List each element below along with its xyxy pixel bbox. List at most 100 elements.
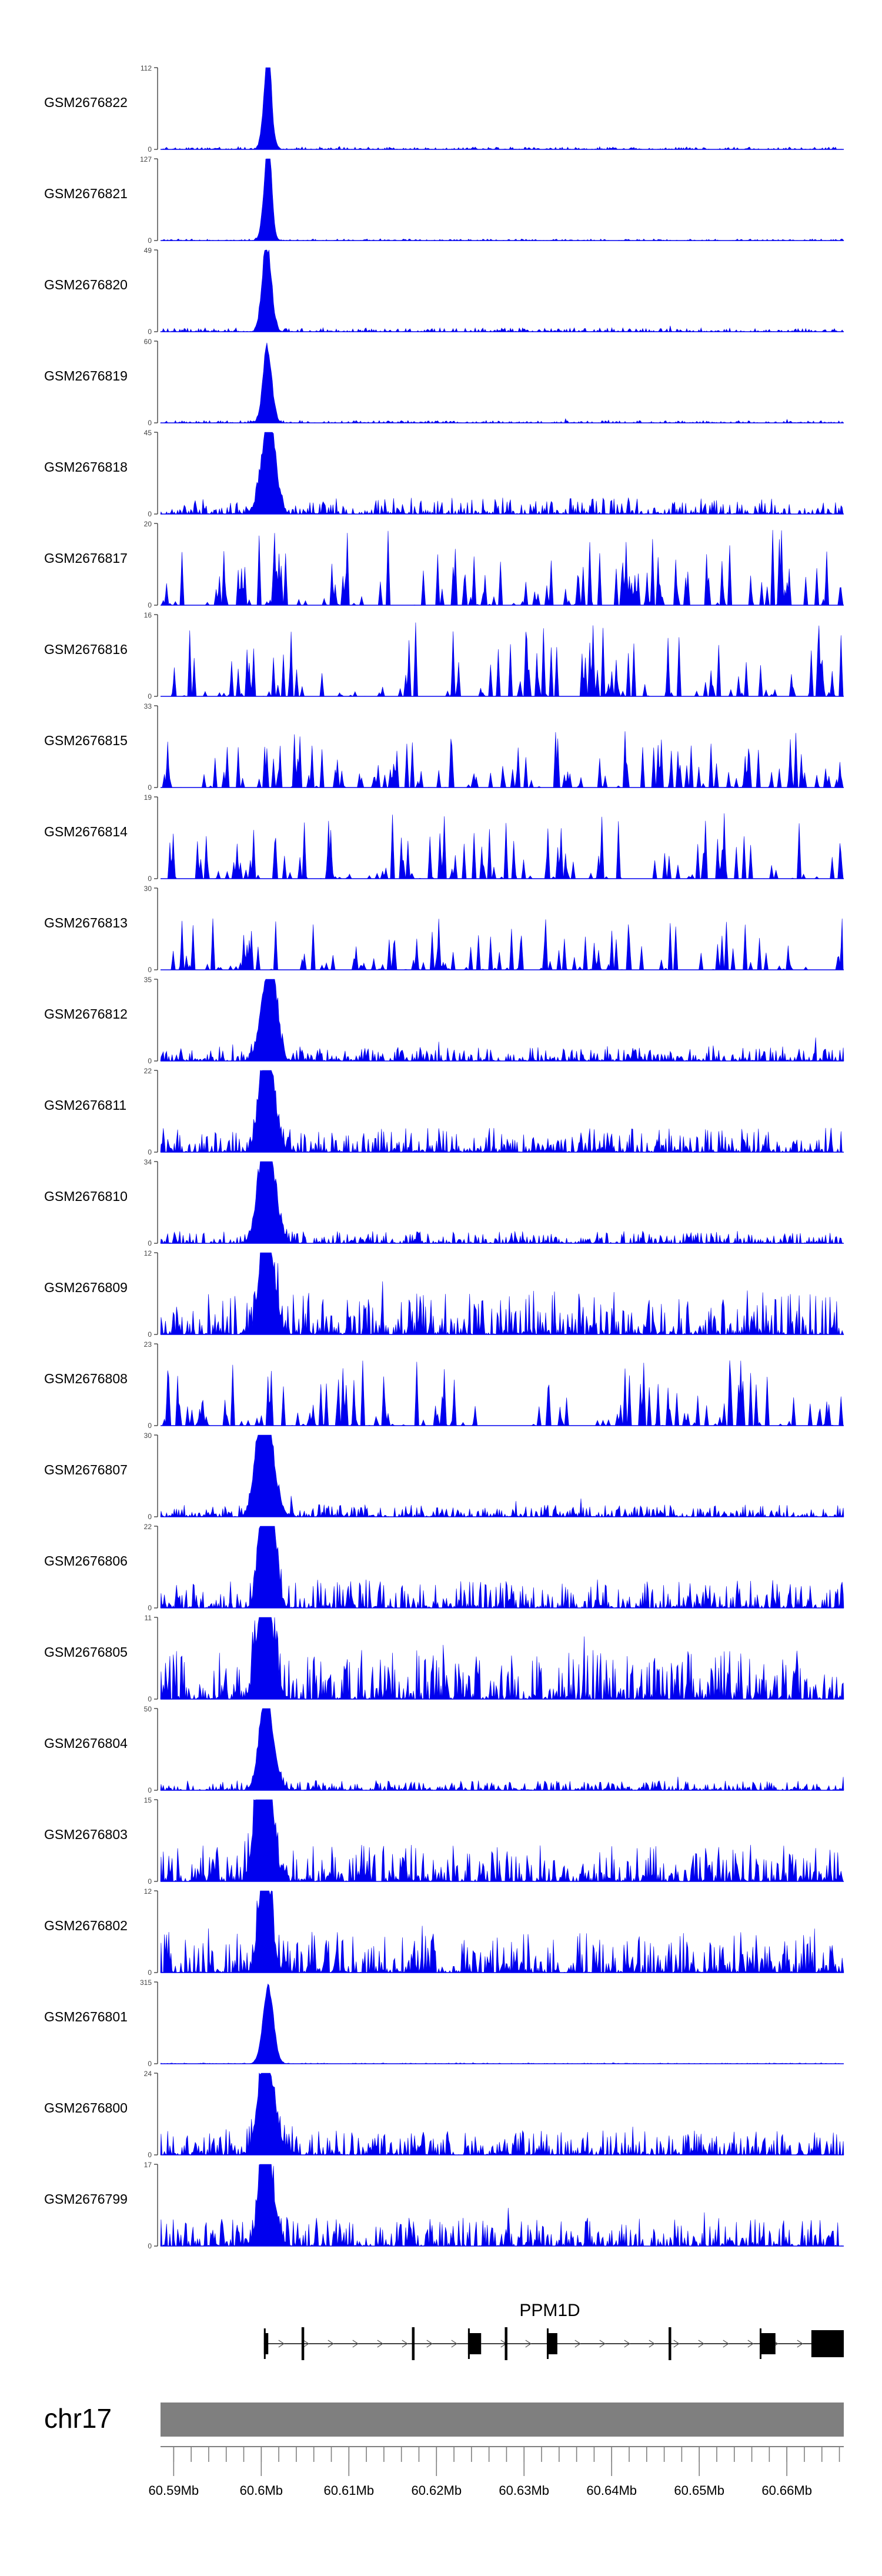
y-axis-max-label: 12 <box>144 1249 152 1257</box>
y-axis-max-label: 17 <box>144 2161 152 2169</box>
y-axis-max-label: 50 <box>144 1705 152 1713</box>
signal-area <box>160 1617 844 1700</box>
signal-area <box>160 2164 844 2247</box>
strand-arrow-icon <box>649 2340 655 2348</box>
track-label: GSM2676817 <box>44 550 128 566</box>
exon-block <box>759 2333 776 2354</box>
track-label: GSM2676807 <box>44 1462 128 1477</box>
ideogram-bar <box>161 2403 844 2437</box>
y-axis-max-label: 60 <box>144 338 152 346</box>
track-GSM2676802: GSM2676802 12 0 <box>44 1887 844 1977</box>
track-GSM2676805: GSM2676805 11 0 <box>44 1614 844 1703</box>
y-axis-min-label: 0 <box>148 1968 152 1977</box>
track-GSM2676799: GSM2676799 17 0 <box>44 2161 844 2250</box>
ruler-tick-label: 60.6Mb <box>240 2483 283 2498</box>
y-axis-max-label: 19 <box>144 793 152 802</box>
strand-arrow-icon <box>278 2340 285 2348</box>
y-axis-min-label: 0 <box>148 1330 152 1339</box>
chromosome-label: chr17 <box>44 2403 112 2434</box>
track-label: GSM2676812 <box>44 1006 128 1022</box>
y-axis-max-label: 33 <box>144 702 152 710</box>
track-GSM2676807: GSM2676807 30 0 <box>44 1432 844 1521</box>
y-axis-max-label: 15 <box>144 1796 152 1804</box>
strand-arrow-icon <box>673 2340 680 2348</box>
signal-area <box>160 1708 844 1791</box>
strand-arrow-icon <box>747 2340 754 2348</box>
gene-model: PPM1D <box>263 2301 844 2360</box>
track-GSM2676808: GSM2676808 23 0 <box>44 1340 844 1430</box>
y-axis-min-label: 0 <box>148 692 152 700</box>
y-axis-max-label: 16 <box>144 611 152 619</box>
signal-area <box>161 918 844 970</box>
signal-area <box>159 342 844 423</box>
track-label: GSM2676803 <box>44 1827 128 1842</box>
y-axis-max-label: 22 <box>144 1067 152 1075</box>
signal-area <box>160 979 844 1062</box>
y-axis-min-label: 0 <box>148 1513 152 1521</box>
exon-block <box>811 2330 844 2357</box>
signal-area <box>160 1434 844 1518</box>
track-GSM2676821: GSM2676821 127 0 <box>44 155 844 245</box>
exon-block <box>669 2327 671 2360</box>
y-axis-max-label: 49 <box>144 246 152 255</box>
y-axis-min-label: 0 <box>148 1148 152 1156</box>
coverage-tracks: GSM26768221120GSM26768211270GSM267682049… <box>44 64 844 2250</box>
y-axis-max-label: 24 <box>144 2070 152 2078</box>
y-axis-min-label: 0 <box>148 1239 152 1247</box>
y-axis-min-label: 0 <box>148 419 152 427</box>
y-axis-min-label: 0 <box>148 966 152 974</box>
track-GSM2676822: GSM2676822 112 0 <box>44 64 844 154</box>
track-label: GSM2676809 <box>44 1280 128 1295</box>
signal-area <box>160 249 844 332</box>
strand-arrow-icon <box>352 2340 359 2348</box>
strand-arrow-icon <box>377 2340 383 2348</box>
y-axis-max-label: 20 <box>144 520 152 528</box>
strand-arrow-icon <box>574 2340 581 2348</box>
y-axis-min-label: 0 <box>148 1604 152 1612</box>
ruler-tick-label: 60.63Mb <box>499 2483 549 2498</box>
track-label: GSM2676800 <box>44 2100 128 2115</box>
y-axis-min-label: 0 <box>148 2060 152 2068</box>
y-axis-min-label: 0 <box>148 510 152 518</box>
y-axis-min-label: 0 <box>148 875 152 883</box>
track-label: GSM2676799 <box>44 2191 128 2207</box>
strand-arrow-icon <box>723 2340 729 2348</box>
track-label: GSM2676820 <box>44 277 128 292</box>
track-label: GSM2676822 <box>44 95 128 110</box>
exon-block <box>505 2327 507 2360</box>
y-axis-min-label: 0 <box>148 1422 152 1430</box>
track-GSM2676804: GSM2676804 50 0 <box>44 1705 844 1794</box>
track-label: GSM2676813 <box>44 915 128 930</box>
signal-area <box>160 432 844 515</box>
exon-block <box>263 2333 269 2354</box>
y-axis-max-label: 45 <box>144 429 152 437</box>
track-label: GSM2676811 <box>44 1097 126 1113</box>
strand-arrow-icon <box>624 2340 630 2348</box>
y-axis-min-label: 0 <box>148 145 152 154</box>
track-GSM2676815: GSM2676815 33 0 <box>44 702 844 792</box>
y-axis-max-label: 35 <box>144 976 152 984</box>
exon-block <box>301 2327 305 2360</box>
track-label: GSM2676804 <box>44 1736 128 1751</box>
strand-arrow-icon <box>328 2340 334 2348</box>
y-axis-min-label: 0 <box>148 2242 152 2250</box>
y-axis-max-label: 34 <box>144 1158 152 1166</box>
signal-area <box>161 731 844 788</box>
track-GSM2676811: GSM2676811 22 0 <box>44 1067 844 1156</box>
signal-area <box>161 1360 844 1427</box>
y-axis-min-label: 0 <box>148 236 152 245</box>
y-axis-max-label: 11 <box>145 1614 152 1622</box>
track-GSM2676816: GSM2676816 16 0 <box>44 611 844 700</box>
strand-arrow-icon <box>426 2340 433 2348</box>
y-axis-min-label: 0 <box>148 601 152 609</box>
y-axis-max-label: 30 <box>144 1432 152 1440</box>
track-label: GSM2676802 <box>44 1918 128 1933</box>
track-label: GSM2676808 <box>44 1371 128 1386</box>
track-label: GSM2676821 <box>44 186 128 201</box>
strand-arrow-icon <box>402 2340 408 2348</box>
signal-area <box>160 2073 844 2156</box>
track-GSM2676818: GSM2676818 45 0 <box>44 429 844 518</box>
y-axis-max-label: 22 <box>144 1523 152 1531</box>
strand-arrow-icon <box>797 2340 803 2348</box>
